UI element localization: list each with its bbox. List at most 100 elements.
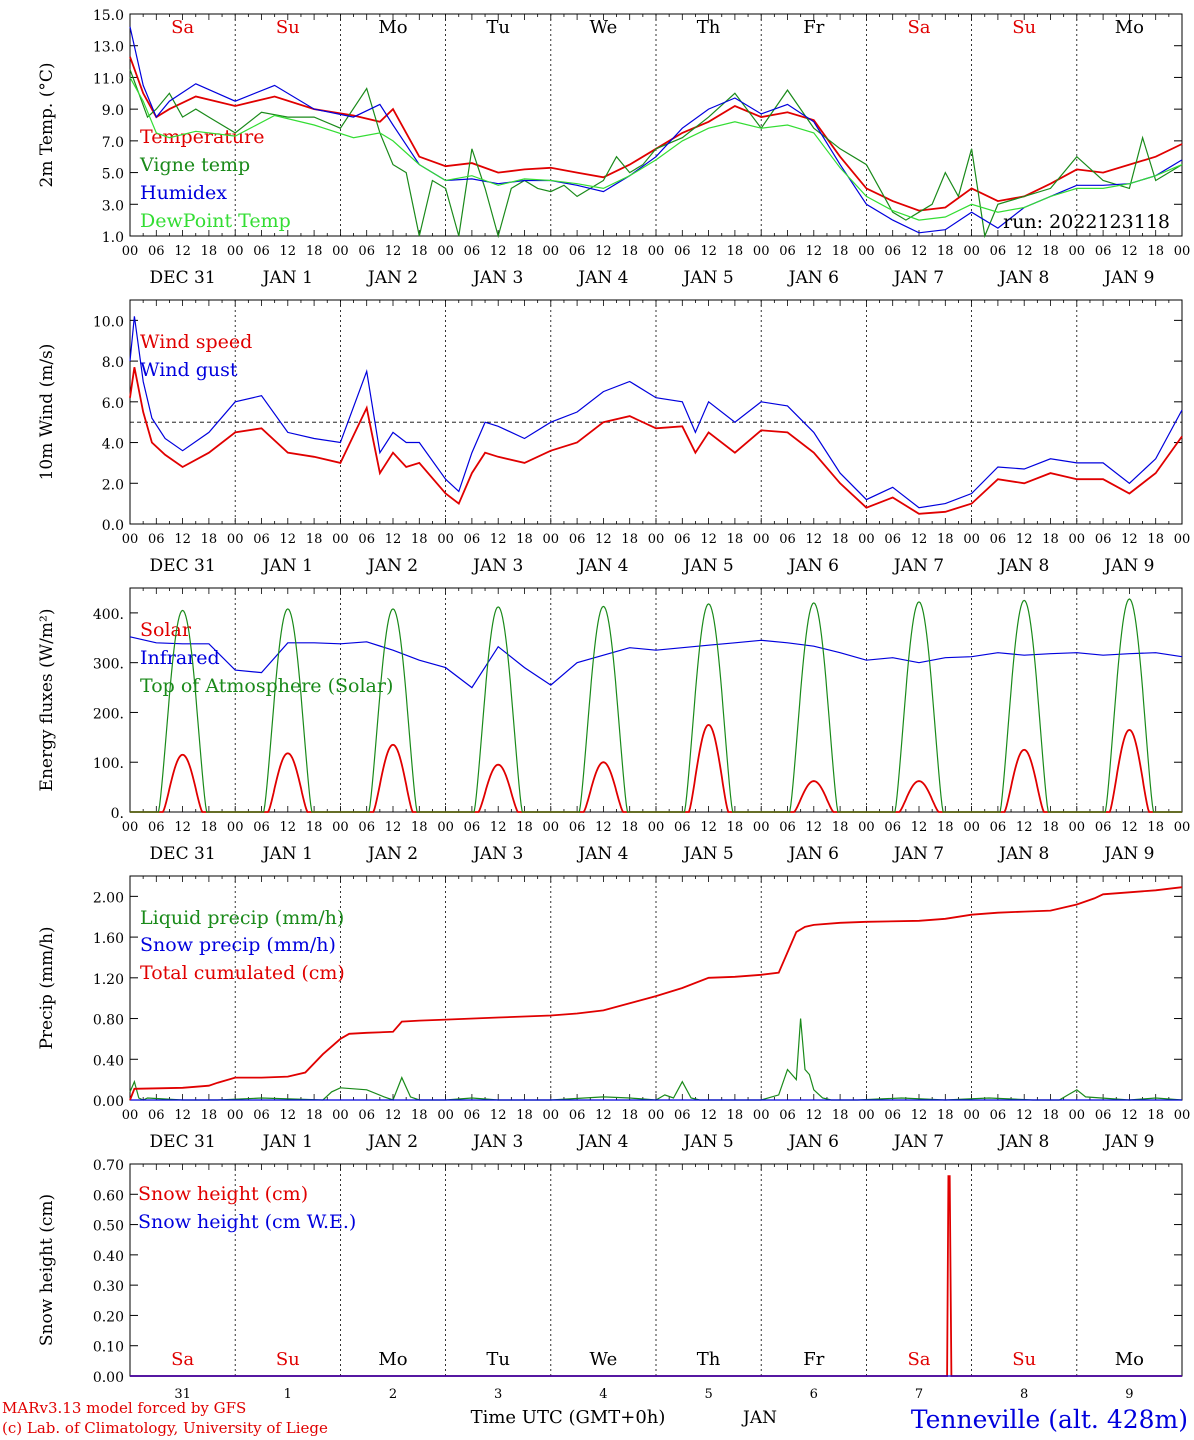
hour-tick-label: 12 (490, 1108, 507, 1123)
series-line-humidex (129, 26, 1183, 234)
date-label: JAN 4 (576, 556, 628, 576)
weekday-label: Tu (486, 17, 510, 38)
hour-tick-label: 18 (937, 820, 954, 835)
date-label: JAN 9 (1102, 556, 1154, 576)
hour-tick-label: 00 (227, 820, 244, 835)
hour-tick-label: 18 (201, 820, 218, 835)
y-tick-label: 0.40 (93, 1249, 124, 1265)
hour-tick-label: 00 (858, 244, 875, 259)
weekday-label: Su (276, 17, 300, 38)
weekday-label: Sa (171, 17, 194, 38)
month-label: JAN (741, 1408, 777, 1428)
weekday-label: Mo (1115, 17, 1144, 38)
legend-entry: Liquid precip (mm/h) (140, 907, 344, 929)
hour-tick-label: 12 (280, 1108, 297, 1123)
hour-tick-label: 00 (437, 820, 454, 835)
weekday-label: Su (1012, 1349, 1036, 1370)
series-line-wind-speed (129, 367, 1183, 515)
hour-tick-label: 18 (1042, 244, 1059, 259)
date-label: JAN 6 (787, 1132, 839, 1152)
hour-tick-label: 06 (1095, 820, 1112, 835)
hour-tick-label: 18 (727, 244, 744, 259)
day-number-label: 3 (494, 1387, 502, 1402)
hour-tick-label: 12 (1016, 244, 1033, 259)
hour-tick-label: 12 (280, 244, 297, 259)
y-tick-label: 7.0 (102, 135, 124, 151)
hour-tick-label: 00 (1069, 532, 1086, 547)
hour-tick-label: 06 (990, 532, 1007, 547)
hour-tick-label: 00 (963, 244, 980, 259)
date-label: JAN 3 (471, 844, 523, 864)
date-label: JAN 6 (787, 268, 839, 288)
hour-tick-label: 12 (806, 532, 823, 547)
hour-tick-label: 18 (832, 244, 849, 259)
hour-tick-label: 18 (201, 244, 218, 259)
hour-tick-label: 12 (806, 244, 823, 259)
hour-tick-label: 18 (621, 532, 638, 547)
y-tick-label: 0.20 (93, 1309, 124, 1325)
hour-tick-label: 00 (437, 244, 454, 259)
hour-tick-label: 06 (148, 244, 165, 259)
series-line-total-cumulated-cm- (129, 886, 1183, 1101)
hour-tick-label: 12 (806, 820, 823, 835)
hour-tick-label: 12 (700, 820, 717, 835)
y-tick-label: 2.0 (102, 477, 124, 493)
y-axis-label: 10m Wind (m/s) (37, 344, 57, 481)
hour-tick-label: 18 (621, 1108, 638, 1123)
date-label: JAN 5 (682, 1132, 734, 1152)
hour-tick-label: 12 (806, 1108, 823, 1123)
hour-tick-label: 18 (727, 1108, 744, 1123)
hour-tick-label: 00 (332, 1108, 349, 1123)
hour-tick-label: 18 (411, 532, 428, 547)
hour-tick-label: 12 (1016, 820, 1033, 835)
hour-tick-label: 00 (1069, 820, 1086, 835)
hour-tick-label: 18 (621, 244, 638, 259)
series-line-wind-gust (129, 316, 1183, 509)
hour-tick-label: 18 (516, 1108, 533, 1123)
hour-tick-label: 06 (253, 820, 270, 835)
y-tick-label: 2.00 (93, 890, 124, 906)
hour-tick-label: 00 (648, 244, 665, 259)
hour-tick-label: 06 (884, 820, 901, 835)
hour-tick-label: 12 (1016, 532, 1033, 547)
hour-tick-label: 00 (332, 532, 349, 547)
hour-tick-label: 00 (227, 244, 244, 259)
hour-tick-label: 12 (385, 820, 402, 835)
x-axis-label: Time UTC (GMT+0h) (471, 1407, 666, 1428)
y-tick-label: 0.00 (93, 1370, 124, 1386)
hour-tick-label: 18 (201, 532, 218, 547)
model-credit: MARv3.13 model forced by GFS (2, 1399, 246, 1417)
hour-tick-label: 06 (148, 820, 165, 835)
y-tick-label: 200. (93, 706, 124, 722)
hour-tick-label: 18 (1147, 1108, 1164, 1123)
legend-entry: Temperature (140, 126, 264, 148)
hour-tick-label: 06 (884, 532, 901, 547)
weekday-label: Sa (907, 1349, 930, 1370)
hour-tick-label: 12 (490, 532, 507, 547)
y-axis-label: Snow height (cm) (37, 1194, 57, 1346)
legend-entry: DewPoint Temp (140, 210, 291, 232)
date-label: JAN 5 (682, 844, 734, 864)
series-line-dewpoint-temp (129, 77, 1183, 221)
y-axis-label: 2m Temp. (°C) (37, 62, 57, 187)
weekday-label: We (590, 1349, 618, 1370)
legend-entry: Infrared (140, 647, 220, 669)
hour-tick-label: 18 (516, 820, 533, 835)
hour-tick-label: 18 (1147, 820, 1164, 835)
day-number-label: 5 (704, 1387, 712, 1402)
hour-tick-label: 06 (1095, 1108, 1112, 1123)
weekday-label: Mo (378, 17, 407, 38)
hour-tick-label: 00 (122, 1108, 139, 1123)
hour-tick-label: 12 (700, 532, 717, 547)
hour-tick-label: 00 (332, 244, 349, 259)
hour-tick-label: 12 (700, 1108, 717, 1123)
hour-tick-label: 00 (858, 532, 875, 547)
date-label: JAN 4 (576, 844, 628, 864)
hour-tick-label: 00 (122, 820, 139, 835)
hour-tick-label: 06 (569, 820, 586, 835)
weekday-label: Mo (378, 1349, 407, 1370)
hour-tick-label: 06 (569, 1108, 586, 1123)
y-tick-label: 8.0 (102, 355, 124, 371)
hour-tick-label: 06 (253, 1108, 270, 1123)
hour-tick-label: 12 (280, 532, 297, 547)
